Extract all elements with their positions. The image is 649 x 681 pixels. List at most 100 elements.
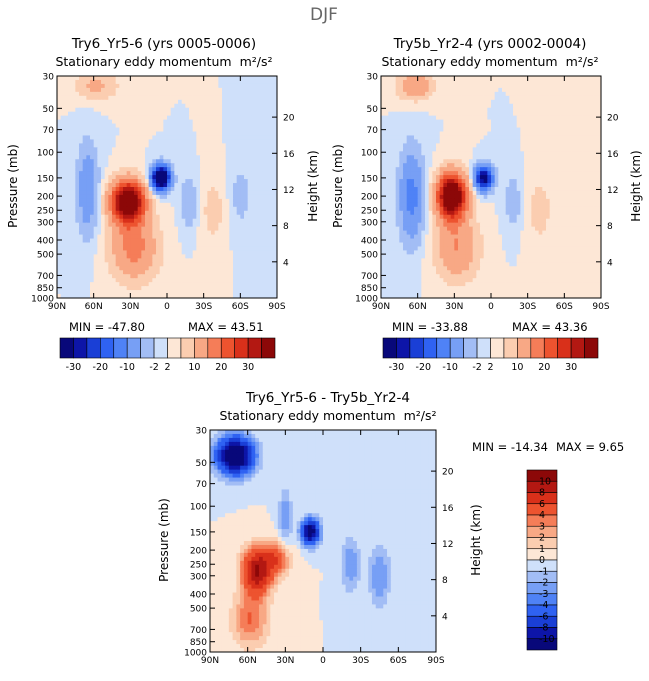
field-cell bbox=[86, 76, 90, 81]
field-cell bbox=[594, 132, 598, 137]
field-cell bbox=[204, 274, 208, 279]
field-cell bbox=[524, 132, 528, 137]
field-cell bbox=[101, 120, 105, 125]
field-cell bbox=[248, 80, 252, 85]
field-cell bbox=[509, 116, 513, 121]
field-cell bbox=[123, 290, 127, 295]
field-cell bbox=[222, 124, 226, 129]
field-cell bbox=[524, 92, 528, 97]
field-cell bbox=[200, 250, 204, 255]
field-cell bbox=[134, 286, 138, 291]
field-cell bbox=[583, 84, 587, 89]
field-cell bbox=[480, 159, 484, 164]
field-cell bbox=[152, 104, 156, 109]
field-cell bbox=[403, 155, 407, 160]
field-cell bbox=[134, 132, 138, 137]
field-cell bbox=[399, 143, 403, 148]
field-cell bbox=[160, 112, 164, 117]
field-cell bbox=[130, 183, 134, 188]
field-cell bbox=[174, 151, 178, 156]
field-cell bbox=[108, 104, 112, 109]
field-cell bbox=[222, 203, 226, 208]
field-cell bbox=[226, 179, 230, 184]
field-cell bbox=[462, 167, 466, 172]
field-cell bbox=[564, 116, 568, 121]
field-cell bbox=[97, 112, 101, 117]
field-cell bbox=[64, 282, 68, 287]
field-cell bbox=[218, 132, 222, 137]
field-cell bbox=[196, 128, 200, 133]
field-cell bbox=[108, 183, 112, 188]
field-cell bbox=[407, 132, 411, 137]
field-cell bbox=[462, 155, 466, 160]
field-cell bbox=[462, 84, 466, 89]
field-cell bbox=[185, 191, 189, 196]
field-cell bbox=[553, 108, 557, 113]
field-cell bbox=[64, 231, 68, 236]
field-cell bbox=[251, 278, 255, 283]
field-cell bbox=[185, 128, 189, 133]
field-cell bbox=[119, 179, 123, 184]
field-cell bbox=[145, 239, 149, 244]
field-cell bbox=[399, 108, 403, 113]
field-cell bbox=[502, 163, 506, 168]
field-cell bbox=[262, 128, 266, 133]
field-cell bbox=[506, 135, 510, 140]
field-cell bbox=[237, 219, 241, 224]
field-cell bbox=[568, 128, 572, 133]
field-cell bbox=[388, 112, 392, 117]
field-cell bbox=[218, 143, 222, 148]
field-cell bbox=[594, 135, 598, 140]
field-cell bbox=[108, 187, 112, 192]
field-cell bbox=[218, 274, 222, 279]
field-cell bbox=[207, 227, 211, 232]
field-cell bbox=[178, 215, 182, 220]
field-cell bbox=[86, 250, 90, 255]
field-cell bbox=[451, 147, 455, 152]
field-cell bbox=[251, 203, 255, 208]
field-cell bbox=[381, 135, 385, 140]
field-cell bbox=[248, 112, 252, 117]
field-cell bbox=[127, 151, 131, 156]
field-cell bbox=[119, 270, 123, 275]
field-cell bbox=[388, 88, 392, 93]
field-cell bbox=[425, 116, 429, 121]
field-cell bbox=[436, 167, 440, 172]
field-cell bbox=[64, 171, 68, 176]
field-cell bbox=[145, 231, 149, 236]
field-cell bbox=[174, 290, 178, 295]
field-cell bbox=[123, 183, 127, 188]
field-cell bbox=[259, 139, 263, 144]
field-cell bbox=[226, 116, 230, 121]
field-cell bbox=[68, 92, 72, 97]
field-cell bbox=[451, 92, 455, 97]
field-cell bbox=[174, 80, 178, 85]
field-cell bbox=[68, 155, 72, 160]
field-cell bbox=[83, 191, 87, 196]
field-cell bbox=[480, 163, 484, 168]
field-cell bbox=[97, 139, 101, 144]
field-cell bbox=[163, 167, 167, 172]
field-cell bbox=[64, 191, 68, 196]
field-cell bbox=[462, 76, 466, 81]
field-cell bbox=[429, 163, 433, 168]
field-cell bbox=[491, 159, 495, 164]
field-cell bbox=[72, 195, 76, 200]
field-cell bbox=[101, 92, 105, 97]
field-cell bbox=[414, 84, 418, 89]
field-cell bbox=[57, 254, 61, 259]
field-cell bbox=[255, 175, 259, 180]
field-cell bbox=[586, 84, 590, 89]
field-cell bbox=[586, 124, 590, 129]
field-cell bbox=[185, 155, 189, 160]
field-cell bbox=[141, 159, 145, 164]
field-cell bbox=[240, 80, 244, 85]
field-cell bbox=[396, 175, 400, 180]
field-cell bbox=[119, 163, 123, 168]
field-cell bbox=[255, 239, 259, 244]
field-cell bbox=[75, 239, 79, 244]
field-cell bbox=[185, 167, 189, 172]
field-cell bbox=[443, 84, 447, 89]
field-cell bbox=[244, 76, 248, 81]
field-cell bbox=[112, 199, 116, 204]
